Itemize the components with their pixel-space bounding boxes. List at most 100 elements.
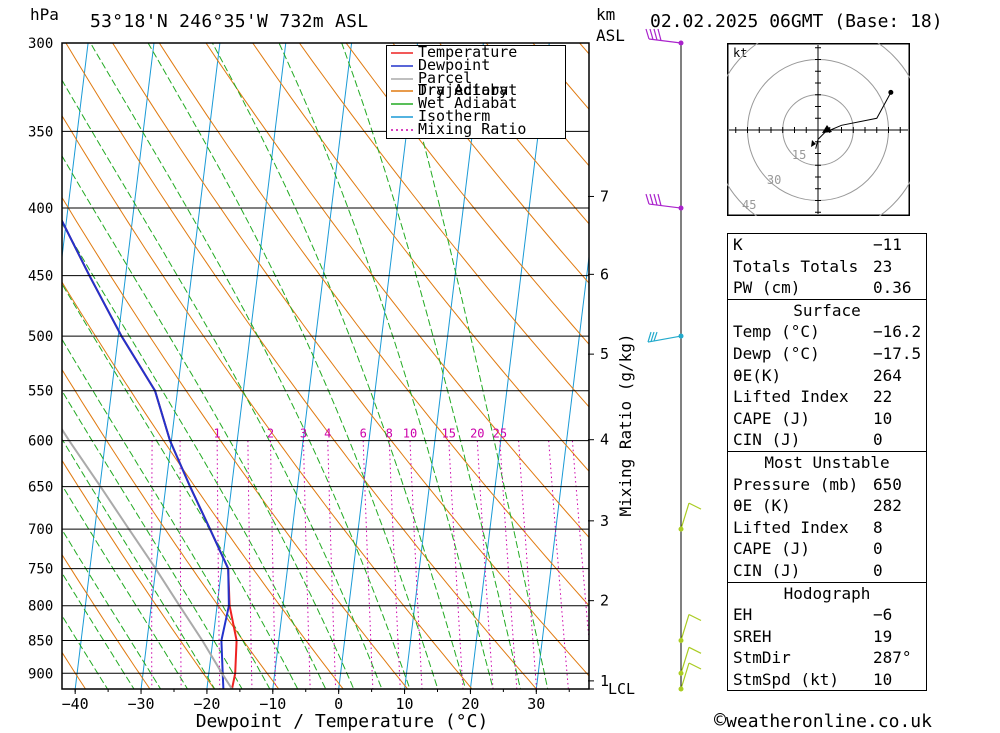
wet-adiabat-line (62, 222, 327, 689)
x-axis-title: Dewpoint / Temperature (°C) (196, 711, 489, 732)
mixing-ratio-label: 20 (470, 427, 484, 441)
hodograph-trace (815, 92, 892, 149)
surface-row-label: Dewp (°C) (733, 343, 820, 363)
most-unstable-row: θE (K) 282 (728, 495, 926, 517)
hodograph-stat-row: EH −6 (728, 604, 926, 626)
pressure-tick-label: 850 (28, 633, 53, 649)
most-unstable-row-label: θE (K) (733, 496, 791, 516)
most-unstable-row: Lifted Index 8 (728, 517, 926, 539)
wet-adiabat-line (62, 283, 299, 689)
surface-row-value: −17.5 (873, 343, 922, 363)
index-row-value: −11 (873, 235, 902, 254)
temperature-tick-label: −20 (193, 695, 220, 713)
most-unstable-row-value: 650 (873, 474, 902, 494)
footer-credit[interactable]: ©weatheronline.co.uk (714, 710, 932, 731)
legend-label: Dewpoint (418, 55, 491, 74)
most-unstable-row: CAPE (J) 0 (728, 538, 926, 560)
temperature-tick-label: −40 (62, 695, 89, 713)
legend-swatch (391, 103, 413, 105)
hodograph-stat-row-value: 287° (873, 648, 912, 668)
surface-row: Lifted Index 22 (728, 386, 926, 408)
isotherm-line (74, 43, 155, 689)
most-unstable-title: Most Unstable (764, 452, 890, 472)
surface-wind-marker (811, 140, 816, 147)
legend-swatch (391, 128, 413, 131)
surface-row-value: 22 (873, 387, 893, 407)
storm-motion-marker (822, 125, 832, 133)
most-unstable-row-label: Pressure (mb) (733, 474, 859, 494)
legend-entry: Dry Adiabat (387, 81, 565, 100)
wet-adiabat-line (62, 438, 216, 689)
hodograph-stat-row: StmDir 287° (728, 647, 926, 669)
dry-adiabat-line (112, 43, 589, 677)
wet-adiabat-line (62, 338, 271, 689)
wet-adiabat-line (147, 43, 439, 689)
index-row: Totals Totals 23 (728, 256, 926, 278)
wet-adiabat-line (396, 43, 549, 689)
wind-barb (678, 502, 702, 532)
legend-label: Isotherm (418, 106, 491, 125)
surface-row-value: −16.2 (873, 322, 922, 342)
pressure-tick-label: 500 (28, 329, 53, 345)
hodograph-ring-label: 15 (792, 148, 806, 162)
most-unstable-row-value: 282 (873, 496, 902, 516)
dry-adiabat-line (62, 114, 473, 689)
most-unstable-row-value: 0 (873, 539, 883, 559)
wet-adiabat-line (62, 572, 135, 689)
datetime-label: 02.02.2025 06GMT (Base: 18) (650, 11, 943, 32)
temperature-tick-label: 10 (396, 695, 414, 713)
temperature-tick-label: 0 (334, 695, 343, 713)
surface-row: θE(K) 264 (728, 365, 926, 387)
height-tick-label: 4 (600, 431, 609, 449)
dry-adiabat-line (62, 553, 151, 689)
hodograph-stat-row-value: −6 (873, 605, 893, 625)
km-label: km (596, 5, 616, 24)
legend-swatch (391, 52, 413, 54)
pressure-tick-label: 550 (28, 384, 53, 400)
most-unstable-row-label: Lifted Index (733, 517, 849, 537)
legend-label: Dry Adiabat (418, 81, 518, 100)
wet-adiabat-line (89, 43, 411, 689)
dry-adiabat-line (345, 43, 589, 345)
dry-adiabat-line (205, 43, 589, 539)
surface-row: Temp (°C) −16.2 (728, 321, 926, 343)
hodograph-stat-row-label: StmSpd (kt) (733, 669, 839, 689)
legend-swatch (391, 116, 413, 118)
temperature-tick-label: 30 (527, 695, 545, 713)
height-tick-label: 5 (600, 345, 609, 363)
surface-row-label: Temp (°C) (733, 322, 820, 342)
height-tick-label: 1 (600, 672, 609, 690)
height-tick-label: 3 (600, 512, 609, 530)
surface-row-value: 10 (873, 408, 893, 428)
dry-adiabat-line (392, 43, 589, 284)
mixing-ratio-line (499, 440, 518, 689)
mixing-ratio-line (179, 440, 182, 689)
surface-row: CAPE (J) 10 (728, 408, 926, 430)
height-tick-label: 6 (600, 265, 609, 283)
legend-swatch (391, 77, 413, 80)
dry-adiabat-line (62, 459, 215, 689)
wet-adiabat-line (62, 79, 383, 689)
pressure-tick-label: 900 (28, 666, 53, 682)
wind-barb (678, 662, 702, 692)
mixing-ratio-line (409, 440, 423, 689)
dry-adiabat-line (252, 43, 589, 473)
most-unstable-row-label: CIN (J) (733, 560, 801, 580)
mixing-ratio-label: 2 (267, 427, 274, 441)
surface-row-label: CIN (J) (733, 430, 801, 450)
mixing-ratio-line (247, 440, 253, 689)
hodograph-stats-section: Hodograph EH −6 SREH 19 StmDir 287° StmSpd (kt… (727, 581, 927, 692)
hodograph-stat-row-label: SREH (733, 626, 772, 646)
index-row-value: 23 (873, 256, 893, 276)
hodograph-stat-row-value: 19 (873, 626, 893, 646)
most-unstable-row: Pressure (mb) 650 (728, 474, 926, 496)
surface-row-label: Lifted Index (733, 387, 849, 407)
pressure-tick-label: 450 (28, 269, 53, 285)
wet-adiabat-line (62, 614, 109, 689)
pressure-tick-label: 650 (28, 480, 53, 496)
location-label: 53°18'N 246°35'W 732m ASL (90, 11, 369, 32)
index-row-label: Totals Totals (733, 256, 859, 276)
legend-entry: Wet Adiabat (387, 96, 565, 111)
temperature-tick-label: −30 (128, 695, 155, 713)
index-row: K −11 (728, 234, 926, 256)
